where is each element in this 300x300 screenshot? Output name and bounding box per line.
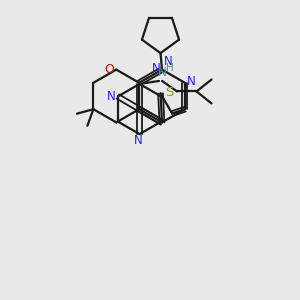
Text: N: N: [152, 61, 161, 75]
Text: N: N: [164, 55, 172, 68]
Text: N: N: [158, 66, 167, 79]
Text: O: O: [104, 63, 114, 76]
Text: S: S: [165, 86, 173, 99]
Text: H: H: [166, 63, 173, 73]
Text: N: N: [187, 75, 196, 88]
Text: N: N: [107, 90, 116, 103]
Text: N: N: [134, 134, 142, 147]
